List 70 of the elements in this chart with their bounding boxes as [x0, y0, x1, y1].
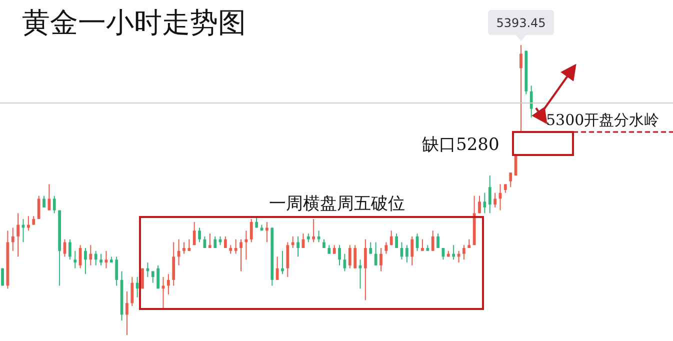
- candlestick: [146, 262, 150, 278]
- candlestick: [11, 227, 14, 252]
- candlestick: [188, 238, 191, 252]
- candlestick: [390, 230, 393, 246]
- candlestick: [338, 244, 341, 266]
- candlestick: [343, 253, 346, 272]
- candlestick: [452, 244, 456, 260]
- candlestick: [126, 291, 128, 335]
- candlestick: [509, 172, 512, 188]
- candlestick: [520, 45, 522, 132]
- candlestick: [198, 227, 201, 243]
- candlestick: [281, 250, 284, 275]
- candlestick: [84, 248, 87, 275]
- candlestick: [94, 250, 98, 266]
- candlestick: [317, 230, 320, 243]
- candlestick: [431, 230, 434, 252]
- candlestick: [104, 250, 108, 269]
- candlestick: [384, 242, 388, 254]
- candlestick: [182, 242, 186, 254]
- annotation: 一周横盘周五破位: [269, 194, 405, 214]
- candlestick: [156, 264, 160, 290]
- candlestick: [364, 238, 367, 301]
- candlestick: [312, 218, 316, 243]
- candlestick: [208, 233, 212, 248]
- candlestick: [136, 276, 139, 298]
- candlestick: [436, 233, 440, 248]
- candlestick: [291, 236, 294, 248]
- candlestick: [89, 244, 92, 266]
- candlestick: [244, 230, 248, 260]
- candlestick: [395, 233, 398, 248]
- candlestick: [421, 238, 424, 252]
- candlestick: [286, 242, 290, 278]
- candlestick: [52, 195, 56, 214]
- candlestick: [405, 244, 408, 263]
- candlestick: [27, 216, 30, 232]
- candlestick: [100, 253, 102, 266]
- candlestick: [478, 195, 481, 214]
- candlestick: [494, 192, 496, 208]
- candlestick: [240, 238, 242, 272]
- candlestick: [410, 236, 414, 266]
- candlestick: [16, 212, 20, 258]
- candlestick: [130, 276, 134, 306]
- candlestick: [68, 238, 72, 260]
- candlestick: [234, 238, 238, 254]
- candlestick: [48, 184, 51, 211]
- candlestick: [250, 218, 253, 243]
- candlestick: [166, 274, 170, 295]
- candlestick: [115, 256, 118, 286]
- candlestick: [151, 270, 154, 284]
- text: 5300开盘分水岭: [546, 111, 660, 129]
- candlestick: [162, 276, 165, 310]
- chart-title: 黄金一小时走势图: [22, 6, 246, 39]
- annotation: 缺口5280: [422, 135, 500, 155]
- candlestick: [369, 242, 372, 254]
- text: 5393.45: [496, 16, 546, 30]
- candlestick: [358, 259, 362, 290]
- candlestick: [42, 195, 46, 208]
- candlestick: [530, 85, 533, 118]
- candlestick: [483, 192, 486, 214]
- candlestick: [172, 242, 176, 286]
- candlestick: [63, 238, 66, 258]
- candlestick: [380, 248, 382, 272]
- candlestick: [488, 175, 492, 214]
- candlestick: [74, 250, 77, 269]
- candlestick: [296, 236, 300, 258]
- candlestick: [348, 244, 352, 269]
- candlestick: [354, 244, 356, 269]
- candlestick: [462, 244, 466, 260]
- candlestick: [265, 221, 268, 243]
- candlestick: [192, 221, 196, 246]
